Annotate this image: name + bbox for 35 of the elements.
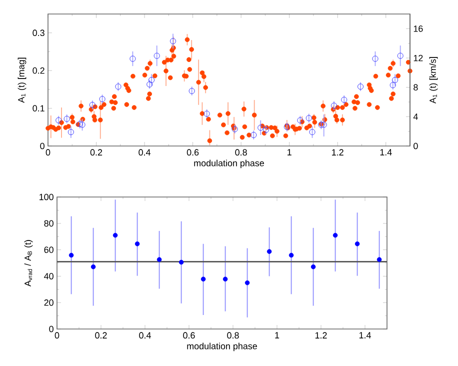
x-tick-label: 0.6 [183, 332, 195, 339]
y-tick-label: 0.1 [32, 105, 44, 112]
y-tick-label: 0 [49, 326, 54, 332]
x-tick-label: 1.2 [315, 332, 327, 338]
x-axis-title: modulation phase [194, 160, 264, 168]
x-tick-label: 1.4 [359, 332, 371, 338]
y-tick-label: 60 [44, 246, 54, 253]
y2-tick-label: 4 [413, 114, 418, 120]
x-tick-label: 0.6 [186, 149, 199, 156]
x-tick-label: 1 [288, 149, 292, 156]
x-tick-label: 0.2 [95, 332, 107, 339]
y-axis-title: A$_{vrad}$ / A$_{B}$ (t) [24, 240, 33, 286]
x-tick-label: 0.2 [90, 149, 102, 156]
x-tick-label: 1.4 [380, 149, 392, 156]
y-tick-label: 0.2 [32, 67, 44, 74]
x-tick-label: 0 [54, 332, 60, 339]
y-tick-label: 0 [40, 142, 44, 150]
x-tick-label: 1 [275, 332, 280, 338]
y-tick-label: 0.3 [32, 30, 44, 36]
y2-tick-label: 0 [414, 142, 418, 150]
y2-tick-label: 8 [414, 84, 418, 91]
y-axis-title: A$_{1}$ (t) [mag] [18, 58, 26, 103]
x-tick-label: 0.8 [227, 332, 239, 339]
y2-tick-label: 12 [414, 54, 423, 62]
y-tick-label: 100 [40, 194, 54, 200]
x-tick-label: 1.2 [332, 149, 344, 156]
y-tick-label: 40 [44, 273, 54, 280]
x-tick-label: 0.4 [138, 149, 150, 156]
x-tick-label: 0.8 [235, 149, 247, 156]
y2-tick-label: 16 [414, 25, 423, 32]
x-axis-title: modulation phase [187, 342, 257, 352]
y2-axis-title: A$_{1}$ (t) [km/s] [429, 57, 438, 104]
y-tick-label: 80 [44, 220, 54, 227]
y-tick-label: 20 [44, 299, 54, 306]
x-tick-label: 0.4 [139, 332, 151, 339]
